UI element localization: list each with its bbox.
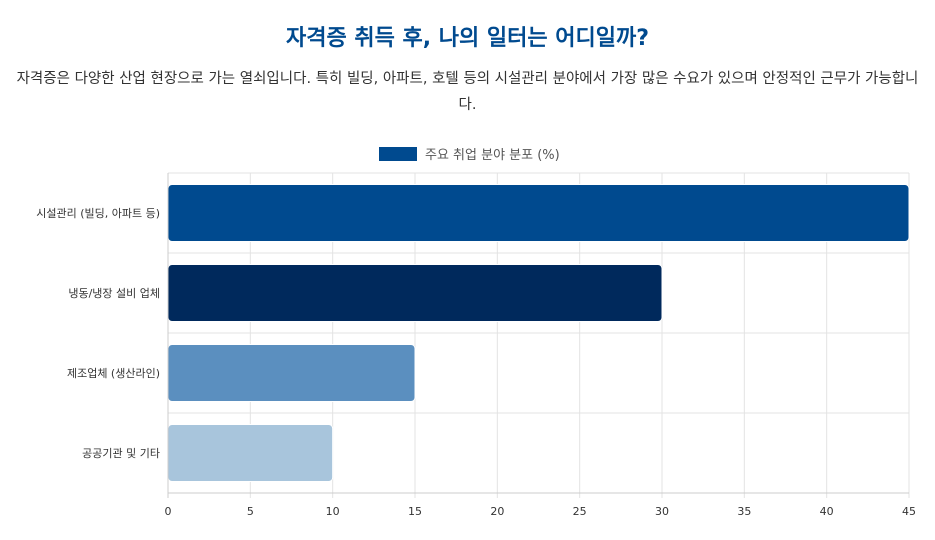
- page-title: 자격증 취득 후, 나의 일터는 어디일까?: [285, 26, 650, 51]
- page-subtitle: 자격증은 다양한 산업 현장으로 가는 열쇠입니다. 특히 빌딩, 아파트, 호…: [16, 71, 919, 113]
- bar: [167, 424, 334, 482]
- x-tick-label: 20: [490, 505, 504, 518]
- category-label: 제조업체 (생산라인): [67, 367, 160, 380]
- category-label: 냉동/냉장 설비 업체: [68, 287, 160, 300]
- x-tick-label: 35: [737, 505, 751, 518]
- x-tick-label: 30: [655, 505, 669, 518]
- legend-label: 주요 취업 분야 분포 (%): [425, 148, 560, 163]
- x-tick-label: 40: [820, 505, 834, 518]
- category-label: 공공기관 및 기타: [82, 447, 160, 460]
- x-tick-label: 10: [326, 505, 340, 518]
- x-tick-label: 25: [573, 505, 587, 518]
- bar: [167, 344, 416, 402]
- x-tick-label: 0: [165, 505, 172, 518]
- x-tick-label: 5: [247, 505, 254, 518]
- category-label: 시설관리 (빌딩, 아파트 등): [36, 207, 160, 220]
- x-tick-label: 15: [408, 505, 422, 518]
- legend-swatch: [379, 147, 417, 161]
- bar: [167, 184, 910, 242]
- bar: [167, 264, 663, 322]
- x-tick-label: 45: [902, 505, 916, 518]
